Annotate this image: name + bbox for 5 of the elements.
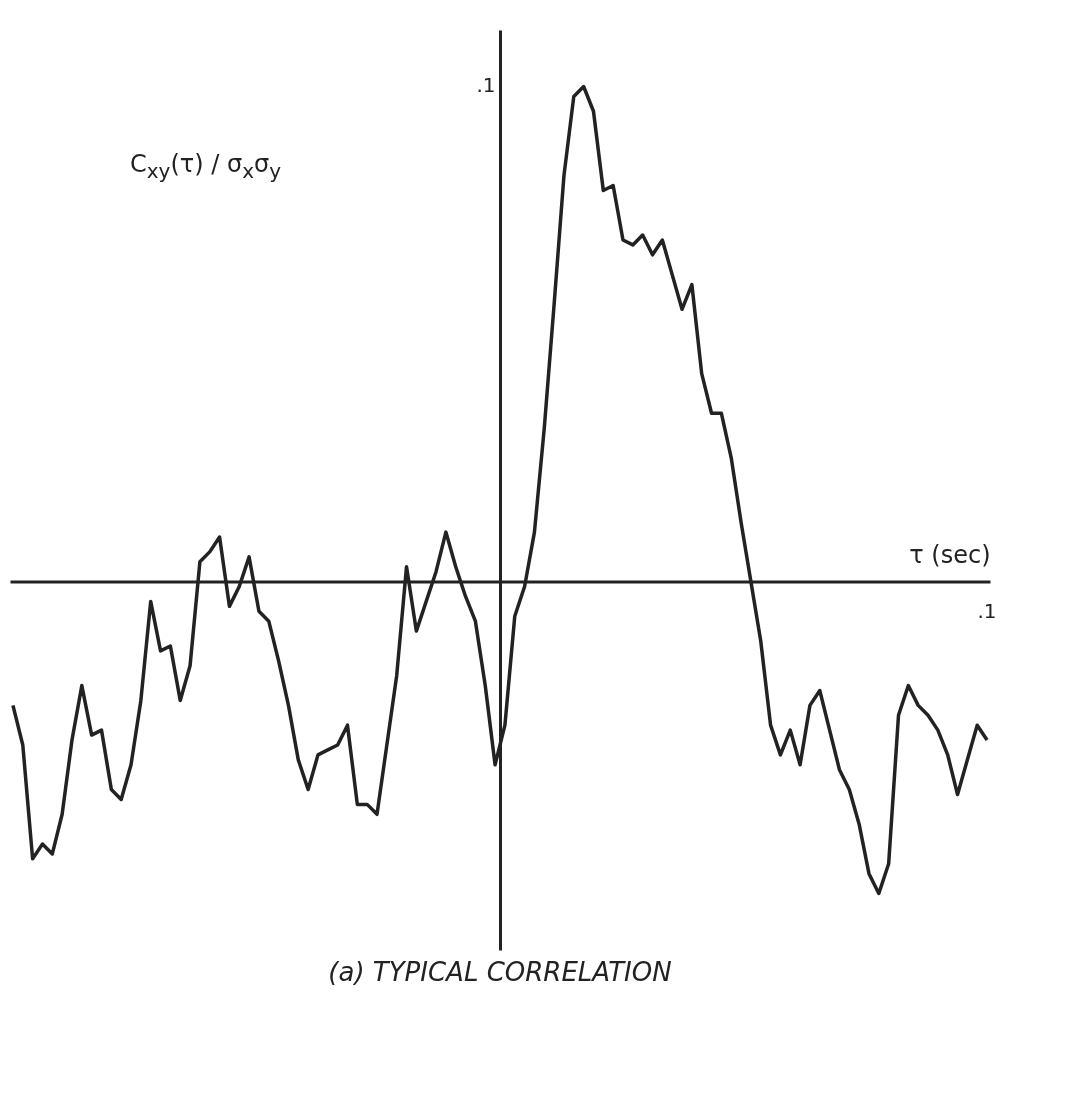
y-axis-title: C$_{xy}$(τ) / σ$_{x}$σ$_{y}$	[130, 150, 282, 183]
x-axis-title: τ (sec)	[909, 541, 991, 570]
text: (a) TYPICAL CORRELATION	[328, 957, 672, 987]
annotation: .1	[977, 598, 997, 623]
annotation: .1	[476, 73, 496, 98]
